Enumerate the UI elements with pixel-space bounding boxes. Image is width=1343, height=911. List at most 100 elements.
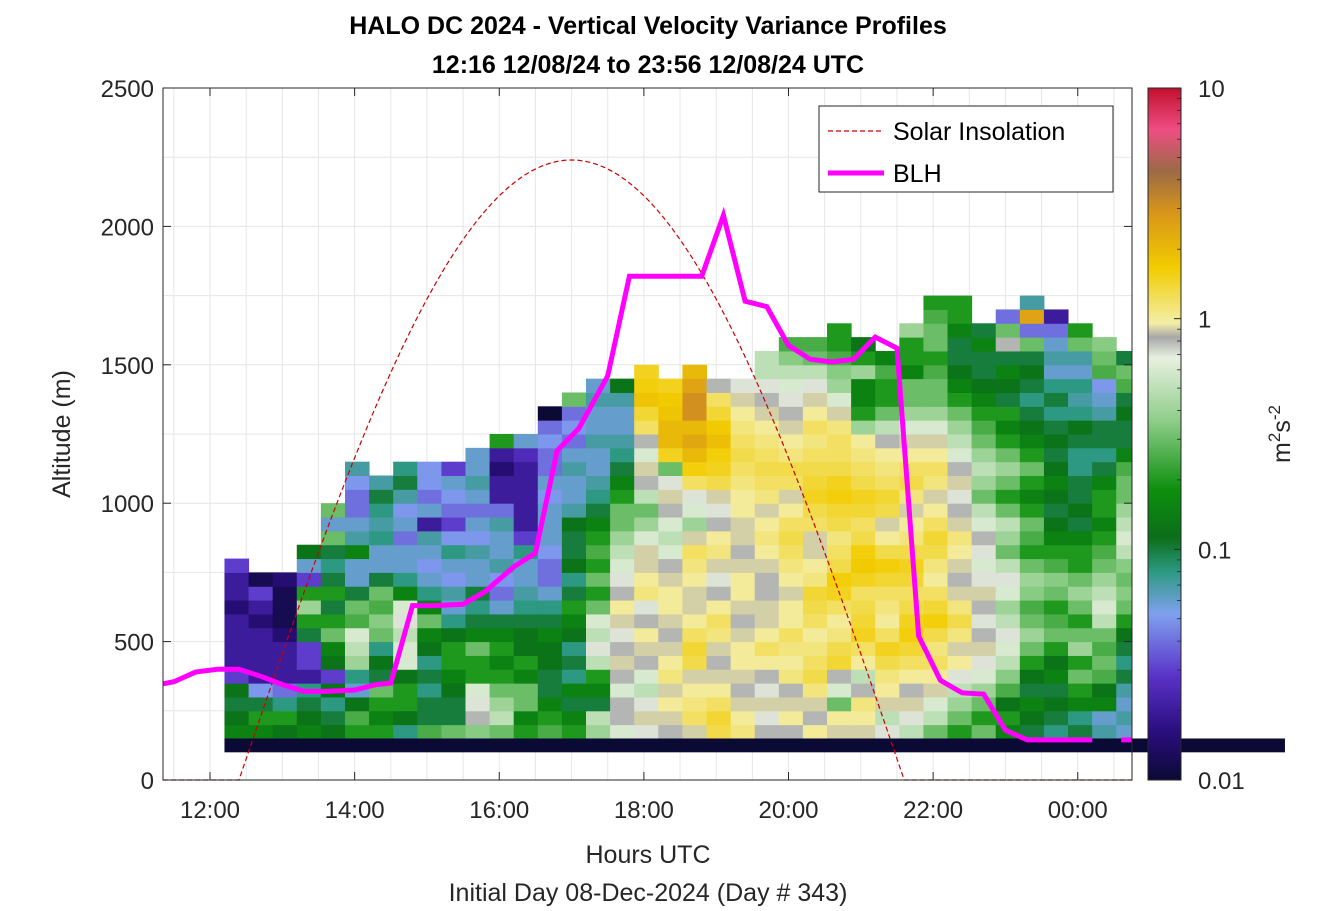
heatmap-cell — [1092, 627, 1117, 643]
heatmap-cell — [417, 683, 442, 698]
heatmap-cell — [923, 392, 949, 407]
heatmap-cell — [441, 710, 466, 726]
heatmap-cell — [995, 600, 1021, 615]
heatmap-cell — [1092, 683, 1117, 698]
heatmap-cell — [754, 600, 780, 615]
heatmap-cell — [465, 475, 491, 490]
heatmap-cell — [585, 724, 611, 739]
heatmap-cell — [1043, 710, 1069, 726]
heatmap-cell — [682, 475, 708, 490]
heatmap-cell — [802, 517, 828, 532]
heatmap-cell — [224, 641, 250, 656]
heatmap-cell — [802, 669, 828, 684]
heatmap-cell — [1116, 420, 1133, 435]
heatmap-cell — [465, 530, 491, 546]
heatmap-cell — [658, 627, 683, 643]
heatmap-cell — [706, 517, 732, 532]
heatmap-cell — [971, 517, 997, 532]
heatmap-cell — [585, 489, 611, 504]
legend-blh-label: BLH — [893, 160, 942, 188]
heatmap-cell — [1116, 683, 1133, 698]
heatmap-cell — [1092, 503, 1117, 518]
heatmap-cell — [634, 420, 659, 435]
heatmap-cell — [682, 669, 708, 684]
x-axis-ticks: 12:00 14:00 16:00 18:00 20:00 22:00 00:00 — [180, 88, 1108, 824]
heatmap-cell — [320, 600, 346, 615]
heatmap-cell — [754, 627, 780, 643]
heatmap-cell — [923, 420, 949, 435]
heatmap-cell — [417, 669, 442, 684]
heatmap-cell — [1068, 544, 1093, 560]
heatmap-cell — [1116, 572, 1133, 587]
heatmap-cell — [610, 378, 635, 393]
heatmap-cell — [272, 586, 298, 601]
heatmap-cell — [899, 683, 924, 698]
heatmap-cell — [369, 600, 394, 615]
heatmap-cell — [658, 447, 683, 463]
heatmap-cell — [947, 378, 973, 393]
heatmap-cell — [658, 641, 683, 656]
heatmap-cell — [1043, 558, 1069, 573]
heatmap-cell — [344, 696, 370, 712]
heatmap-cell — [1116, 475, 1133, 490]
legend-solar-label: Solar Insolation — [893, 118, 1065, 146]
heatmap-cell — [344, 669, 370, 684]
heatmap-cell — [1019, 655, 1045, 670]
heatmap-cell — [465, 613, 491, 629]
heatmap-cell — [947, 489, 973, 504]
heatmap-cell — [417, 503, 442, 518]
heatmap-cell — [634, 696, 659, 712]
heatmap-cell — [778, 696, 804, 712]
heatmap-cell — [441, 517, 466, 532]
heatmap-cell — [248, 613, 274, 629]
heatmap-cell — [489, 627, 515, 643]
heatmap-cell — [971, 613, 997, 629]
heatmap-cell — [1092, 517, 1117, 532]
heatmap-cell — [561, 544, 587, 560]
heatmap-cell — [393, 517, 418, 532]
heatmap-cell — [1043, 600, 1069, 615]
heatmap-cell — [778, 392, 804, 407]
heatmap-cell — [706, 378, 732, 393]
heatmap-cell — [1043, 530, 1069, 546]
heatmap-cell — [778, 489, 804, 504]
heatmap-cell — [947, 724, 973, 739]
heatmap-cell — [971, 434, 997, 449]
y-tick-label: 2500 — [101, 76, 154, 103]
heatmap-cell — [730, 434, 756, 449]
heatmap-cell — [417, 627, 442, 643]
heatmap-cell — [730, 489, 756, 504]
heatmap-cell — [344, 530, 370, 546]
heatmap-cell — [1068, 475, 1093, 490]
heatmap-cell — [369, 696, 394, 712]
heatmap-cell — [320, 517, 346, 532]
heatmap-cell — [754, 392, 780, 407]
heatmap-cell — [1019, 295, 1045, 310]
heatmap-cell — [947, 530, 973, 546]
heatmap-cell — [1116, 696, 1133, 712]
heatmap-cell — [754, 724, 780, 739]
heatmap-cell — [899, 669, 924, 684]
heatmap-cell — [995, 696, 1021, 712]
heatmap-cell — [658, 544, 683, 560]
heatmap-cell — [634, 530, 659, 546]
heatmap-cell — [561, 489, 587, 504]
heatmap-cell — [561, 600, 587, 615]
heatmap-cell — [344, 544, 370, 560]
heatmap-cell — [1019, 364, 1045, 380]
heatmap-cell — [1092, 655, 1117, 670]
heatmap-cell — [561, 655, 587, 670]
heatmap-cell — [658, 406, 683, 421]
heatmap-cell — [489, 669, 515, 684]
heatmap-cell — [513, 447, 539, 463]
heatmap-cell — [1019, 627, 1045, 643]
heatmap-cell — [320, 572, 346, 587]
heatmap-cell — [827, 503, 852, 518]
heatmap-cell — [827, 600, 852, 615]
heatmap-cell — [875, 710, 900, 726]
heatmap-cell — [369, 586, 394, 601]
heatmap-cell — [875, 558, 900, 573]
heatmap-cell — [610, 406, 635, 421]
heatmap-cell — [754, 461, 780, 477]
heatmap-cell — [778, 669, 804, 684]
